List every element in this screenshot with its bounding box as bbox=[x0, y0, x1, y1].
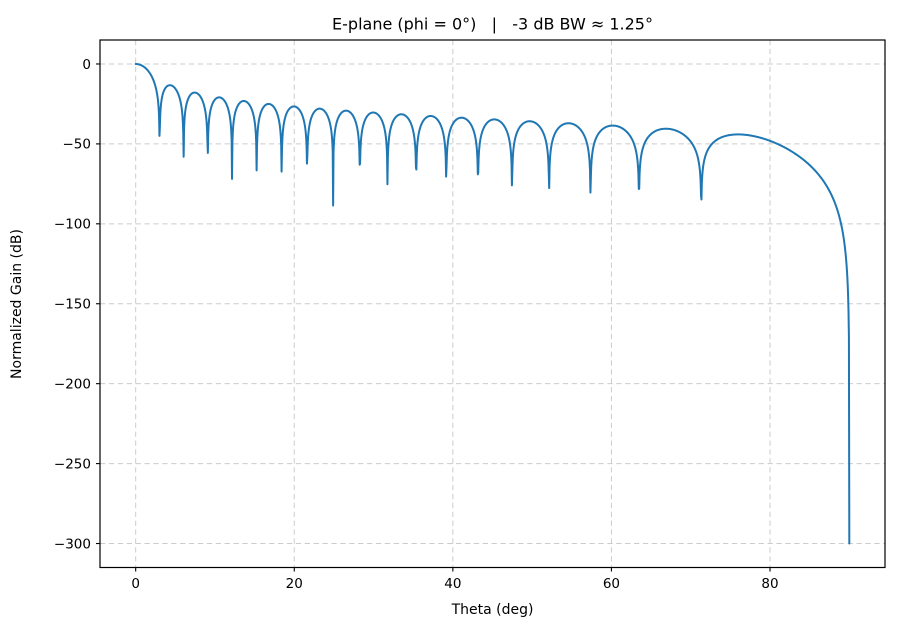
chart-title: E-plane (phi = 0°) | -3 dB BW ≈ 1.25° bbox=[332, 15, 653, 34]
y-tick-label-5: −250 bbox=[54, 456, 91, 472]
x-tick-label-0: 0 bbox=[131, 576, 140, 592]
x-tick-label-2: 40 bbox=[444, 576, 461, 592]
x-tick-label-4: 80 bbox=[761, 576, 778, 592]
tick-layer bbox=[96, 63, 771, 572]
gain-curve bbox=[134, 62, 851, 545]
y-tick-label-2: −100 bbox=[54, 217, 91, 233]
y-tick-label-1: −50 bbox=[63, 137, 92, 153]
grid-layer bbox=[100, 40, 885, 568]
curve-layer bbox=[134, 62, 851, 545]
y-tick-label-0: 0 bbox=[82, 57, 91, 73]
y-axis-label: Normalized Gain (dB) bbox=[9, 229, 25, 379]
y-tick-label-3: −150 bbox=[54, 297, 91, 313]
tick-label-layer: 0 20 40 60 80 0 −50 −100 −150 −200 −250 −300 bbox=[54, 57, 779, 592]
x-tick-label-3: 60 bbox=[603, 576, 620, 592]
x-tick-label-1: 20 bbox=[286, 576, 303, 592]
y-tick-label-4: −200 bbox=[54, 376, 91, 392]
y-tick-label-6: −300 bbox=[54, 536, 91, 552]
x-axis-label: Theta (deg) bbox=[451, 602, 534, 618]
